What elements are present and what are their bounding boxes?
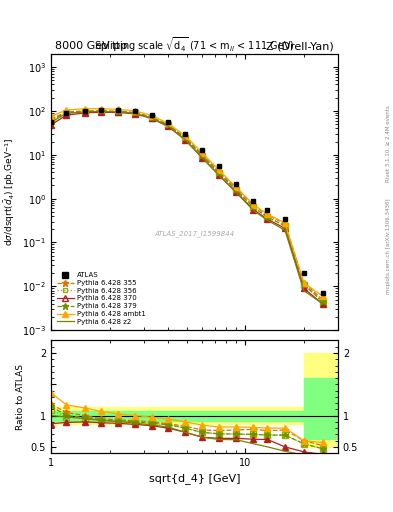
- Text: mcplots.cern.ch [arXiv:1306.3436]: mcplots.cern.ch [arXiv:1306.3436]: [386, 198, 391, 293]
- Text: Rivet 3.1.10, ≥ 2.4M events: Rivet 3.1.10, ≥ 2.4M events: [386, 105, 391, 182]
- Legend: ATLAS, Pythia 6.428 355, Pythia 6.428 356, Pythia 6.428 370, Pythia 6.428 379, P: ATLAS, Pythia 6.428 355, Pythia 6.428 35…: [55, 270, 148, 327]
- Text: 8000 GeV pp: 8000 GeV pp: [55, 41, 127, 51]
- Title: Splitting scale $\sqrt{\mathrm{d}_4}$ (71 < m$_{ll}$ < 111 GeV): Splitting scale $\sqrt{\mathrm{d}_4}$ (7…: [94, 35, 295, 54]
- Text: Z (Drell-Yan): Z (Drell-Yan): [266, 41, 334, 51]
- Y-axis label: Ratio to ATLAS: Ratio to ATLAS: [16, 364, 25, 430]
- Text: ATLAS_2017_I1599844: ATLAS_2017_I1599844: [154, 230, 235, 237]
- X-axis label: sqrt{d_4} [GeV]: sqrt{d_4} [GeV]: [149, 474, 240, 484]
- Y-axis label: d$\sigma$/dsqrt($\bar{d}_4$) [pb,GeV$^{-1}$]: d$\sigma$/dsqrt($\bar{d}_4$) [pb,GeV$^{-…: [2, 138, 17, 246]
